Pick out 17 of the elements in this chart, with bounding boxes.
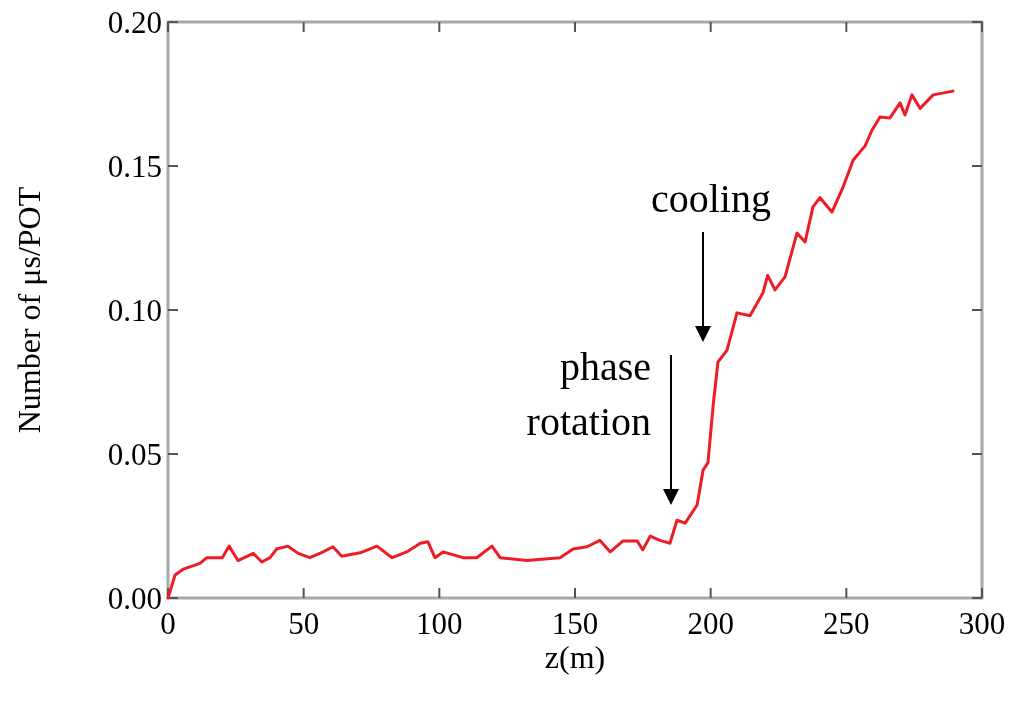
y-axis-title: Number of μs/POT: [11, 186, 47, 434]
y-tick-label: 0.00: [107, 581, 162, 616]
line-series: [166, 89, 955, 600]
y-tick-label: 0.10: [107, 293, 162, 328]
x-tick-label: 100: [416, 606, 463, 641]
x-tick-label: 150: [551, 606, 599, 641]
x-tick-label: 250: [823, 606, 870, 641]
x-tick-label: 200: [687, 606, 734, 641]
y-tick-label: 0.20: [107, 5, 162, 40]
x-tick-label: 50: [288, 606, 320, 641]
x-axis-title: z(m): [544, 639, 606, 675]
annotation: phase rotation: [526, 344, 651, 444]
y-tick-label: 0.15: [107, 149, 162, 184]
x-tick-label: 300: [958, 606, 1006, 641]
annotation: cooling: [651, 176, 771, 221]
x-tick-label: 0: [160, 606, 176, 641]
y-tick-label: 0.05: [107, 437, 162, 472]
